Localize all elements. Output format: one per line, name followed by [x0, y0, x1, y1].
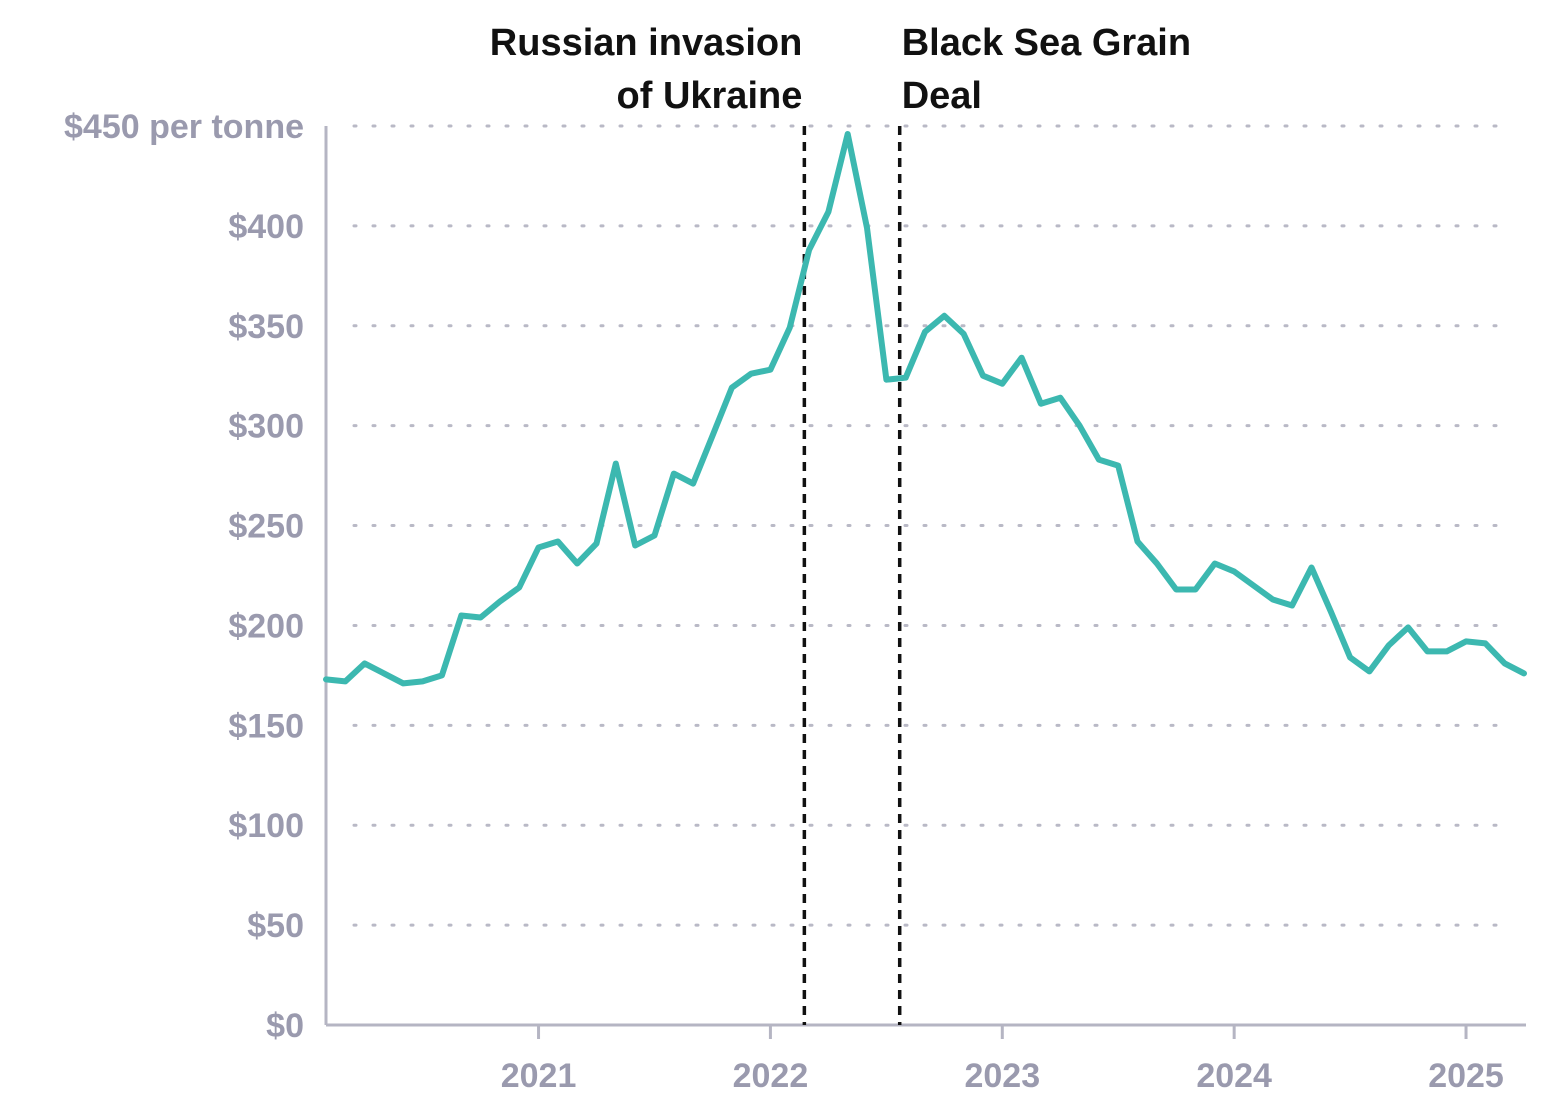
- axes: [324, 126, 1526, 1039]
- labels: $0 $50 $100 $150 $200 $250 $300 $350 $400 $450 pe…: [64, 22, 1504, 1095]
- y-tick-label: $450 per tonne: [64, 108, 304, 146]
- y-tick-label: $0: [266, 1007, 304, 1045]
- event-markers: [802, 126, 902, 1025]
- annotation-label: of Ukraine: [617, 75, 803, 117]
- x-tick-label: 2024: [1196, 1057, 1272, 1095]
- y-tick-label: $350: [228, 308, 304, 346]
- x-tick-label: 2022: [733, 1057, 809, 1095]
- y-tick-label: $300: [228, 408, 304, 446]
- y-tick-label: $250: [228, 508, 304, 546]
- x-tick-label: 2021: [501, 1057, 577, 1095]
- y-tick-label: $150: [228, 707, 304, 745]
- annotation-label: Deal: [902, 75, 982, 117]
- x-tick-label: 2023: [964, 1057, 1040, 1095]
- y-tick-label: $200: [228, 607, 304, 645]
- series-line-0: [323, 131, 1527, 687]
- y-tick-label: $50: [247, 907, 304, 945]
- y-tick-label: $100: [228, 807, 304, 845]
- x-tick-label: 2025: [1428, 1057, 1504, 1095]
- annotation-label: Black Sea Grain: [902, 22, 1191, 64]
- series-layer: [323, 131, 1527, 687]
- annotation-label: Russian invasion: [490, 22, 803, 64]
- y-tick-label: $400: [228, 208, 304, 246]
- gridlines: [352, 124, 1514, 927]
